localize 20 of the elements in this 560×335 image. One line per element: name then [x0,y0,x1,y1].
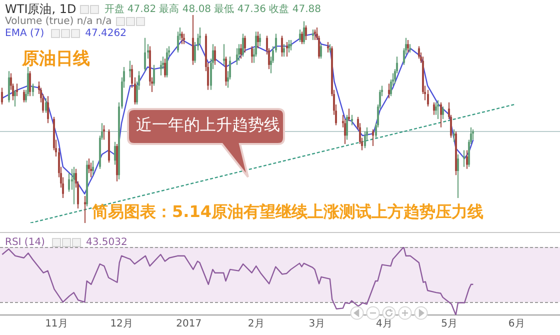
x-tick-label: 6月 [508,318,525,330]
x-tick-label: 2月 [248,318,264,330]
series-label: RSI (14) [5,236,45,248]
x-tick-label: 5月 [441,318,458,330]
text: EMA (7) [5,28,44,38]
annotation: 43.5032 [86,236,128,248]
x-tick-label: 3月 [308,318,326,330]
x-tick-label: 12月 [110,318,133,330]
candlestick [84,196,86,223]
candlestick [103,125,105,140]
annotation: 近一年的上升趋势线 [136,115,280,136]
x-tick-label: 2017 [176,318,202,330]
chart-title: WTI原油, 1D [5,0,76,16]
candlestick [463,150,465,167]
annotation: 47.4262 [85,28,126,38]
annotation: Volume (true) n/a n/a [5,16,112,26]
annotation: 简易图表：5.14原油有望继续上涨测试上方趋势压力线 [92,202,484,223]
annotation: 原油日线 [22,48,90,70]
x-tick-label: 11月 [45,318,68,330]
annotation: 开盘 47.82 最高 48.08 最低 47.36 收盘 47.88 [104,2,322,16]
